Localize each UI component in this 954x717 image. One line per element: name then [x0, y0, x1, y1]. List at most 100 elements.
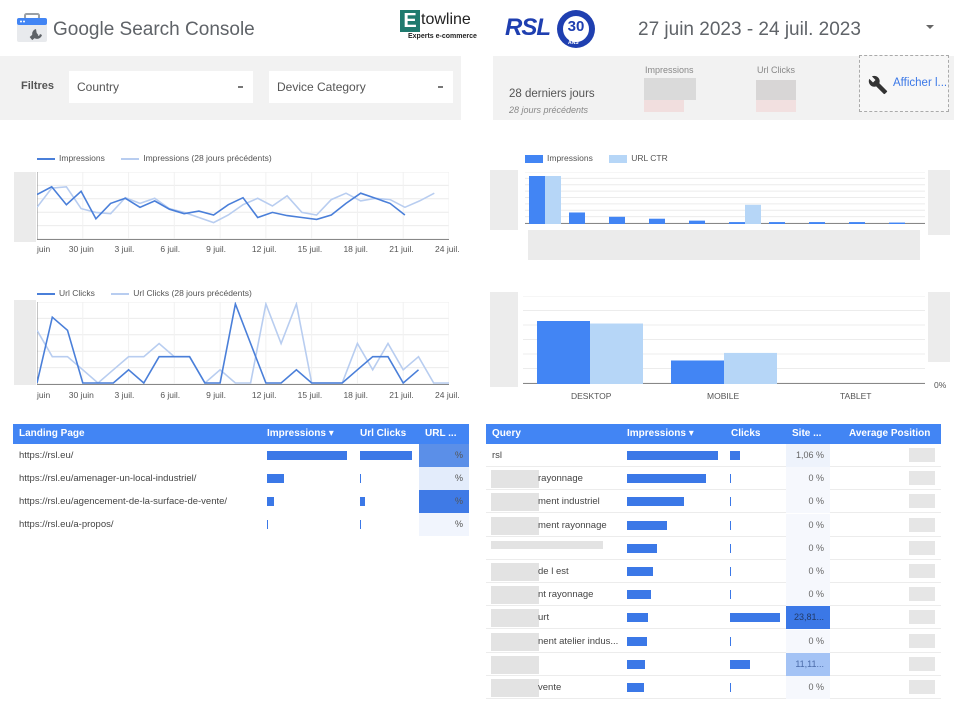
table-row[interactable]: nent atelier indus... 0 % — [486, 629, 941, 653]
impressions-bar — [267, 520, 268, 529]
table-row[interactable]: https://rsl.eu/agencement-de-la-surface-… — [13, 490, 469, 513]
column-header-query[interactable]: Query — [492, 428, 521, 439]
url-clicks-x-axis: juin 30 juin 3 juil. 6 juil. 9 juil. 12 juil.… — [37, 390, 460, 402]
x-axis-tick: 6 juil. — [160, 244, 181, 254]
landing-page-url[interactable]: https://rsl.eu/agencement-de-la-surface-… — [19, 496, 228, 507]
average-position-redacted — [909, 517, 935, 532]
query-text[interactable]: nt rayonnage — [538, 589, 594, 601]
rsl-logo: RSL 30 ANS — [505, 10, 600, 50]
clicks-bar — [360, 497, 365, 506]
average-position-redacted — [909, 610, 935, 625]
table-row[interactable]: https://rsl.eu/% — [13, 444, 469, 467]
landing-page-url[interactable]: https://rsl.eu/ — [19, 450, 74, 461]
site-ctr-cell: 0 % — [786, 490, 830, 514]
legend-item-impressions[interactable]: Impressions — [525, 153, 593, 163]
clicks-bar — [730, 659, 750, 669]
table-row[interactable]: nt rayonnage 0 % — [486, 583, 941, 607]
column-header-impressions[interactable]: Impressions ▾ — [267, 428, 334, 439]
average-position-redacted — [909, 656, 935, 671]
table-row[interactable]: https://rsl.eu/a-propos/% — [13, 513, 469, 536]
x-axis-tick: 12 juil. — [251, 390, 277, 400]
query-redacted — [491, 679, 539, 697]
query-text[interactable]: de l est — [538, 566, 569, 577]
impressions-x-axis: juin 30 juin 3 juil. 6 juil. 9 juil. 12 juil.… — [37, 244, 460, 256]
rsl-brand: RSL — [505, 14, 551, 41]
query-text[interactable]: ment rayonnage — [538, 519, 607, 531]
x-axis-tick: 18 juil. — [343, 244, 369, 254]
rsl-badge-number: 30 — [561, 14, 591, 44]
x-axis-tick: 12 juil. — [251, 244, 277, 254]
column-header-clicks[interactable]: Clicks — [731, 428, 761, 439]
y-axis-redacted — [14, 172, 36, 242]
clicks-bar — [730, 636, 731, 646]
country-filter-label: Country — [77, 80, 120, 94]
column-header-url-ctr[interactable]: URL ... — [425, 428, 457, 439]
landing-page-url[interactable]: https://rsl.eu/amenager-un-local-industr… — [19, 473, 197, 484]
landing-page-table: Landing Page Impressions ▾ Url Clicks UR… — [13, 424, 469, 539]
average-position-redacted — [909, 587, 935, 602]
impressions-bar — [627, 567, 654, 576]
table-row[interactable]: ment rayonnage 0 % — [486, 513, 941, 537]
query-text[interactable]: nent atelier indus... — [538, 635, 619, 647]
afficher-label: Afficher l... — [893, 77, 948, 89]
column-header-site-ctr[interactable]: Site ... — [792, 428, 822, 439]
table-row[interactable]: rsl 1,06 % — [486, 444, 941, 467]
legend-item-impressions[interactable]: Impressions — [37, 153, 105, 163]
clicks-bar — [730, 543, 731, 553]
column-header-average-position[interactable]: Average Position — [849, 428, 931, 439]
x-axis-tick: juin — [37, 390, 51, 400]
date-range-picker[interactable]: 27 juin 2023 - 24 juil. 2023 — [638, 19, 861, 40]
clicks-bar — [730, 451, 740, 460]
dropdown-caret-icon — [238, 86, 243, 88]
page-impressions-ctr-bar-chart[interactable] — [525, 172, 925, 224]
impressions-bar — [267, 497, 275, 506]
table-row[interactable]: https://rsl.eu/amenager-un-local-industr… — [13, 467, 469, 490]
url-clicks-line-chart[interactable] — [37, 302, 449, 385]
table-row[interactable]: 0 % — [486, 536, 941, 560]
query-redacted — [491, 516, 539, 535]
query-redacted — [491, 655, 539, 674]
query-text[interactable]: vente — [538, 682, 562, 693]
afficher-button[interactable]: Afficher l... — [859, 55, 949, 112]
average-position-redacted — [909, 633, 935, 648]
average-position-redacted — [909, 680, 935, 694]
impressions-bar — [627, 543, 658, 553]
x-axis-labels-redacted — [528, 230, 920, 260]
average-position-redacted — [909, 494, 935, 509]
column-header-impressions[interactable]: Impressions ▾ — [627, 428, 694, 439]
table-row[interactable]: vente 0 % — [486, 676, 941, 699]
legend-item-impressions-previous[interactable]: Impressions (28 jours précédents) — [121, 153, 272, 163]
x-axis-tick: 24 juil. — [435, 390, 460, 400]
table-row[interactable]: urt 23,81... — [486, 606, 941, 630]
query-text[interactable]: ment industriel — [538, 496, 600, 508]
table-row[interactable]: ment industriel 0 % — [486, 490, 941, 514]
legend-item-url-clicks[interactable]: Url Clicks — [37, 288, 95, 298]
site-ctr-cell: 0 % — [786, 560, 830, 583]
query-text[interactable]: urt — [538, 612, 550, 624]
table-row[interactable]: rayonnage 0 % — [486, 467, 941, 491]
device-bar-chart[interactable] — [523, 296, 925, 384]
legend-item-url-clicks-previous[interactable]: Url Clicks (28 jours précédents) — [111, 288, 252, 298]
x-axis-tick: 30 juin — [68, 244, 94, 254]
device-filter-select[interactable]: Device Category — [269, 71, 453, 103]
table-row[interactable]: de l est 0 % — [486, 560, 941, 583]
legend-item-url-ctr[interactable]: URL CTR — [609, 153, 668, 163]
chevron-down-icon[interactable] — [926, 25, 934, 29]
country-filter-select[interactable]: Country — [69, 71, 253, 103]
etowline-initial: E — [400, 10, 420, 32]
query-text[interactable]: rsl — [492, 450, 503, 461]
column-header-url-clicks[interactable]: Url Clicks — [360, 428, 407, 439]
query-text[interactable]: rayonnage — [538, 473, 583, 485]
landing-page-url[interactable]: https://rsl.eu/a-propos/ — [19, 519, 114, 530]
kpi-clicks-label: Url Clicks — [757, 65, 795, 75]
impressions-line-chart[interactable] — [37, 172, 449, 240]
search-console-logo-icon — [16, 13, 48, 43]
impressions-bar — [627, 474, 707, 484]
etowline-tagline: Experts e-commerce — [408, 33, 477, 40]
table-header: Landing Page Impressions ▾ Url Clicks UR… — [13, 424, 469, 444]
column-header-landing-page[interactable]: Landing Page — [19, 428, 85, 439]
table-row[interactable]: 11,11... — [486, 652, 941, 676]
right-axis-redacted — [928, 292, 950, 362]
x-axis-tick: 15 juil. — [297, 244, 323, 254]
average-position-redacted — [909, 564, 935, 578]
